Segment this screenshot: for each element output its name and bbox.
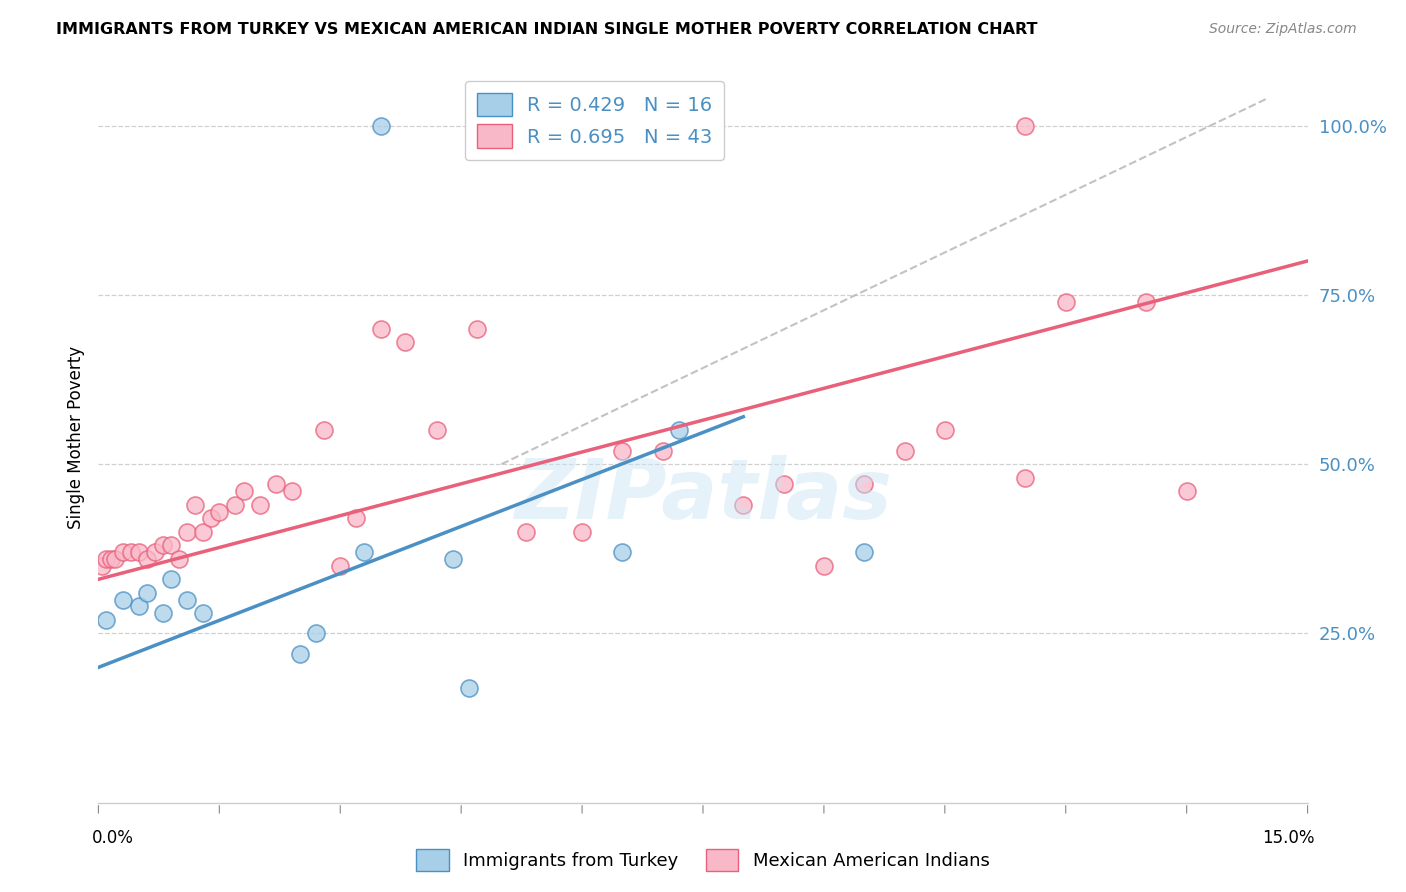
- Point: [167, 552, 190, 566]
- Point: [193, 524, 215, 539]
- Point: [232, 484, 254, 499]
- Point: [344, 511, 367, 525]
- Point: [160, 538, 183, 552]
- Point: [249, 498, 271, 512]
- Point: [152, 538, 174, 552]
- Point: [612, 443, 634, 458]
- Text: ZIPatlas: ZIPatlas: [515, 455, 891, 536]
- Point: [111, 592, 134, 607]
- Point: [515, 524, 537, 539]
- Point: [135, 552, 157, 566]
- Point: [733, 498, 755, 512]
- Point: [184, 498, 207, 512]
- Point: [135, 586, 157, 600]
- Point: [853, 477, 876, 491]
- Point: [813, 558, 835, 573]
- Point: [96, 613, 118, 627]
- Point: [143, 545, 166, 559]
- Point: [305, 626, 328, 640]
- Point: [288, 647, 311, 661]
- Point: [200, 511, 222, 525]
- Point: [1014, 471, 1036, 485]
- Point: [441, 552, 464, 566]
- Point: [103, 552, 125, 566]
- Point: [314, 423, 336, 437]
- Point: [458, 681, 481, 695]
- Text: IMMIGRANTS FROM TURKEY VS MEXICAN AMERICAN INDIAN SINGLE MOTHER POVERTY CORRELAT: IMMIGRANTS FROM TURKEY VS MEXICAN AMERIC…: [56, 22, 1038, 37]
- Text: 0.0%: 0.0%: [91, 829, 134, 847]
- Point: [176, 592, 198, 607]
- Point: [1135, 294, 1157, 309]
- Point: [772, 477, 794, 491]
- Point: [465, 322, 488, 336]
- Point: [394, 335, 416, 350]
- Point: [1014, 119, 1036, 133]
- Point: [176, 524, 198, 539]
- Y-axis label: Single Mother Poverty: Single Mother Poverty: [66, 345, 84, 529]
- Point: [370, 322, 392, 336]
- Point: [208, 505, 231, 519]
- Point: [96, 552, 118, 566]
- Legend: R = 0.429   N = 16, R = 0.695   N = 43: R = 0.429 N = 16, R = 0.695 N = 43: [465, 81, 724, 160]
- Point: [612, 545, 634, 559]
- Point: [426, 423, 449, 437]
- Point: [224, 498, 246, 512]
- Point: [100, 552, 122, 566]
- Text: 15.0%: 15.0%: [1263, 829, 1315, 847]
- Point: [370, 119, 392, 133]
- Point: [692, 119, 714, 133]
- Point: [160, 572, 183, 586]
- Point: [193, 606, 215, 620]
- Point: [934, 423, 956, 437]
- Point: [353, 545, 375, 559]
- Legend: Immigrants from Turkey, Mexican American Indians: Immigrants from Turkey, Mexican American…: [409, 842, 997, 879]
- Point: [128, 599, 150, 614]
- Point: [668, 423, 690, 437]
- Point: [152, 606, 174, 620]
- Point: [111, 545, 134, 559]
- Point: [281, 484, 304, 499]
- Point: [1175, 484, 1198, 499]
- Point: [853, 545, 876, 559]
- Point: [128, 545, 150, 559]
- Point: [91, 558, 114, 573]
- Point: [651, 443, 673, 458]
- Point: [571, 524, 593, 539]
- Point: [893, 443, 915, 458]
- Point: [264, 477, 287, 491]
- Point: [120, 545, 142, 559]
- Point: [329, 558, 352, 573]
- Point: [1054, 294, 1077, 309]
- Text: Source: ZipAtlas.com: Source: ZipAtlas.com: [1209, 22, 1357, 37]
